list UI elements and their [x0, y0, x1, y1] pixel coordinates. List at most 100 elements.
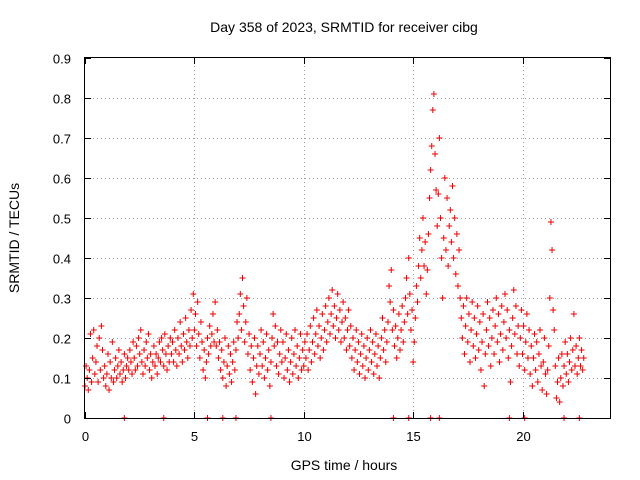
- data-point: [484, 299, 491, 305]
- y-tick-labels: 0 0.1 0.2 0.3 0.4 0.5 0.6 0.7 0.8 0.9: [53, 52, 71, 427]
- data-point: [89, 355, 96, 361]
- data-point: [147, 351, 154, 357]
- data-point: [306, 347, 313, 353]
- data-point: [288, 335, 295, 341]
- data-point: [159, 347, 166, 353]
- data-point: [215, 355, 222, 361]
- data-point: [578, 347, 585, 353]
- data-point: [564, 351, 571, 357]
- data-point: [240, 303, 247, 309]
- data-point: [187, 343, 193, 349]
- data-point: [550, 307, 557, 313]
- data-point: [164, 367, 171, 373]
- data-point: [241, 339, 248, 345]
- data-point: [200, 367, 207, 373]
- data-point: [435, 191, 442, 197]
- data-point: [522, 339, 529, 345]
- data-point: [243, 295, 250, 301]
- data-point: [279, 339, 286, 345]
- y-tick-label: 0.4: [53, 252, 71, 267]
- data-point: [457, 295, 464, 301]
- data-point: [179, 359, 186, 365]
- data-point: [309, 339, 316, 345]
- data-point: [191, 327, 198, 333]
- data-point: [452, 271, 459, 277]
- data-point: [259, 363, 266, 369]
- data-point: [491, 351, 498, 357]
- data-point: [206, 323, 213, 329]
- data-point: [133, 343, 140, 349]
- data-point: [294, 343, 301, 349]
- data-point: [246, 331, 253, 337]
- data-point: [217, 367, 224, 373]
- data-point: [376, 375, 383, 381]
- y-tick-label: 0.5: [53, 212, 71, 227]
- data-point: [107, 359, 114, 365]
- data-point: [526, 327, 533, 333]
- data-point: [162, 351, 169, 357]
- data-point: [183, 339, 190, 345]
- data-point: [469, 299, 476, 305]
- data-point: [415, 263, 422, 269]
- data-point: [312, 331, 319, 337]
- data-point: [174, 335, 181, 341]
- data-point: [208, 331, 215, 337]
- data-point: [274, 339, 281, 345]
- data-point: [249, 379, 256, 385]
- data-point: [463, 295, 470, 301]
- data-point: [436, 135, 443, 141]
- data-point: [327, 331, 333, 337]
- data-point: [219, 375, 226, 381]
- data-point: [178, 343, 185, 349]
- data-point: [471, 315, 478, 321]
- data-point: [204, 335, 211, 341]
- data-point: [161, 331, 168, 337]
- data-point: [160, 363, 167, 369]
- data-point: [402, 295, 409, 301]
- data-point: [552, 363, 559, 369]
- data-point: [419, 215, 426, 221]
- data-point: [158, 335, 165, 341]
- data-point: [365, 367, 372, 373]
- data-point: [528, 343, 535, 349]
- data-point: [230, 339, 237, 345]
- data-point: [517, 335, 524, 341]
- data-point: [343, 347, 350, 353]
- data-point: [352, 347, 359, 353]
- data-point: [523, 311, 530, 317]
- data-point: [88, 379, 95, 385]
- data-point: [529, 383, 536, 389]
- y-tick-label: 0.3: [53, 292, 71, 307]
- data-point: [153, 351, 160, 357]
- data-point: [510, 287, 517, 293]
- data-point: [465, 311, 472, 317]
- axis-ticks: [85, 58, 610, 419]
- data-point: [325, 295, 332, 301]
- data-point: [453, 231, 460, 237]
- data-point: [149, 359, 156, 365]
- data-point: [100, 375, 107, 381]
- data-point: [489, 307, 496, 313]
- data-point: [413, 283, 420, 289]
- data-point: [378, 335, 385, 341]
- data-point: [474, 303, 481, 309]
- data-point: [154, 371, 161, 377]
- data-point: [203, 359, 210, 365]
- data-point: [386, 283, 393, 289]
- data-point: [375, 343, 382, 349]
- data-point: [540, 359, 547, 365]
- data-point: [223, 383, 230, 389]
- data-point: [235, 335, 242, 341]
- data-point: [340, 299, 347, 305]
- data-point: [405, 255, 412, 261]
- data-point: [169, 339, 176, 345]
- data-point: [485, 343, 492, 349]
- data-point: [445, 263, 452, 269]
- data-point: [567, 335, 574, 341]
- data-point: [565, 379, 572, 385]
- data-point: [434, 223, 441, 229]
- x-axis-title: GPS time / hours: [291, 457, 398, 473]
- data-point: [477, 367, 484, 373]
- data-point: [446, 223, 453, 229]
- data-point: [399, 303, 406, 309]
